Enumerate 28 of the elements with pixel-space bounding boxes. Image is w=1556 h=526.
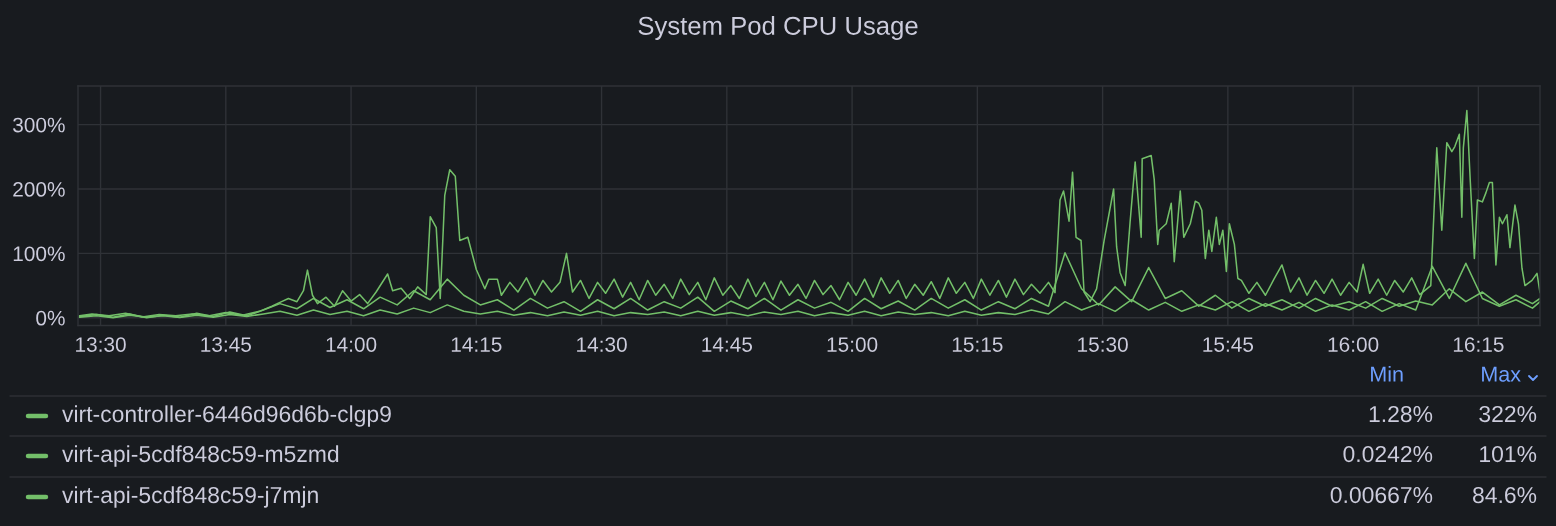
y-tick-label: 200% xyxy=(13,182,65,197)
x-tick-label: 14:45 xyxy=(702,337,753,352)
text: 0.00667% xyxy=(1330,486,1433,504)
x-tick-label: 14:00 xyxy=(326,337,377,352)
x-tick-label: 14:30 xyxy=(577,337,627,352)
chart-title: System Pod CPU Usage xyxy=(638,16,918,40)
text: 1.28% xyxy=(1369,405,1433,423)
legend-label: virt-api-5cdf848c59-j7mjn xyxy=(62,486,318,508)
x-tick-label: 13:45 xyxy=(201,337,251,352)
x-tick-label: 16:15 xyxy=(1453,337,1504,352)
x-tick-label: 15:45 xyxy=(1203,337,1254,352)
text: 101% xyxy=(1480,445,1537,463)
legend-label: virt-controller-6446d96d6b-clgp9 xyxy=(62,405,391,427)
text: Min xyxy=(1371,365,1403,382)
text: Max xyxy=(1482,366,1521,382)
x-tick-label: 15:15 xyxy=(952,337,1003,352)
text: 84.6% xyxy=(1473,486,1537,504)
x-tick-label: 15:00 xyxy=(827,337,878,352)
legend-label: virt-api-5cdf848c59-m5zmd xyxy=(62,445,339,467)
x-tick-label: 16:00 xyxy=(1328,337,1379,352)
x-tick-label: 13:30 xyxy=(76,337,126,352)
y-tick-label: 300% xyxy=(13,117,65,133)
y-tick-label: 100% xyxy=(13,246,65,262)
y-tick-label: 0% xyxy=(36,310,65,326)
x-tick-label: 14:15 xyxy=(451,337,502,352)
text: 322% xyxy=(1479,405,1537,423)
x-tick-label: 15:30 xyxy=(1078,337,1128,352)
text: 0.0242% xyxy=(1343,445,1433,463)
